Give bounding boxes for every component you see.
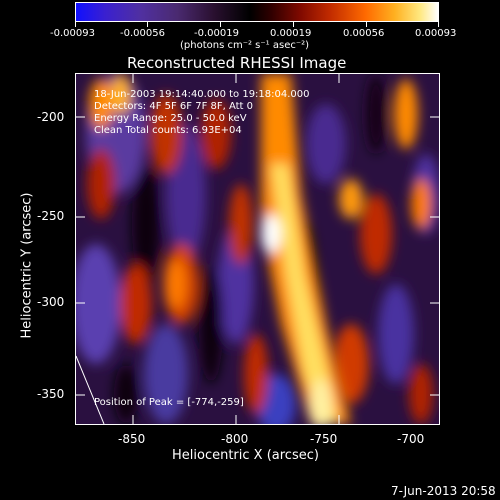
y-tick-label: -250 xyxy=(37,209,65,223)
y-tick-label: -350 xyxy=(37,387,65,401)
colorbar-tick-label: -0.00093 xyxy=(50,28,95,39)
info-detectors: Detectors: 4F 5F 6F 7F 8F, Att 0 xyxy=(94,101,254,112)
colorbar-tick-label: 0.00019 xyxy=(270,28,312,39)
x-tick-label: -800 xyxy=(221,432,249,446)
footer-timestamp: 7-Jun-2013 20:58 xyxy=(391,484,496,498)
colorbar-tick-label: 0.00093 xyxy=(415,28,457,39)
colorbar-tick-label: -0.00056 xyxy=(120,28,165,39)
x-axis-title: Heliocentric X (arcsec) xyxy=(172,448,319,463)
x-tick-label: -750 xyxy=(310,432,338,446)
colorbar-ticks xyxy=(75,22,439,27)
colorbar-tick-label: 0.00056 xyxy=(343,28,385,39)
axis-ticks xyxy=(75,73,440,425)
info-clean-counts: Clean Total counts: 6.93E+04 xyxy=(94,125,242,136)
y-tick-label: -200 xyxy=(37,110,65,124)
y-axis-title: Heliocentric Y (arcsec) xyxy=(19,192,35,339)
rhessi-image-map: 18-Jun-2003 19:14:40.000 to 19:18:04.000… xyxy=(75,73,440,425)
x-tick-label: -700 xyxy=(397,432,425,446)
rhessi-image-svg xyxy=(76,74,439,424)
x-tick-label: -850 xyxy=(118,432,146,446)
colorbar xyxy=(75,2,439,22)
colorbar-units: (photons cm⁻² s⁻¹ asec⁻²) xyxy=(180,40,310,51)
plot-title: Reconstructed RHESSI Image xyxy=(127,54,347,72)
peak-position-label: Position of Peak = [-774,-259] xyxy=(94,397,244,408)
colorbar-tick-label: -0.00019 xyxy=(194,28,239,39)
info-energy-range: Energy Range: 25.0 - 50.0 keV xyxy=(94,113,247,124)
info-observation-time: 18-Jun-2003 19:14:40.000 to 19:18:04.000 xyxy=(94,89,310,100)
y-tick-label: -300 xyxy=(37,295,65,309)
